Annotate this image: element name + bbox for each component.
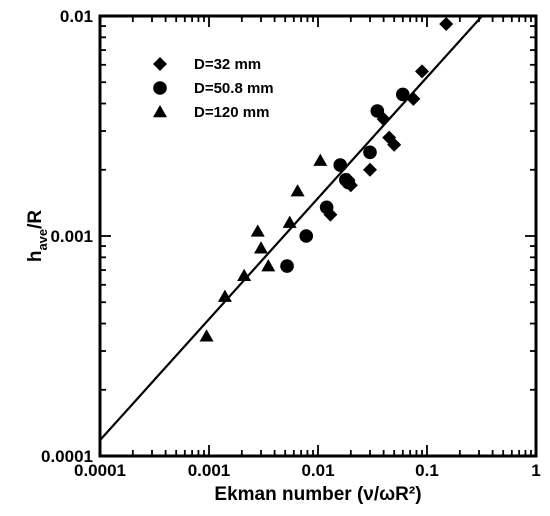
y-axis-title-sub: ave [35,229,50,251]
data-point-d120-6 [237,268,252,281]
data-point-d120-2 [282,215,297,228]
x-axis-title: Ekman number (ν/ωR²) [214,484,421,505]
data-point-d508-3 [333,158,348,172]
x-tick-label: 0.001 [188,461,231,480]
y-tick-label: 0.0001 [41,447,93,466]
legend: D=32 mm D=50.8 mm D=120 mm [153,56,274,121]
x-tick-label: 1 [531,461,540,480]
legend-marker [153,105,167,118]
legend-marker [153,57,167,71]
data-point-d120-8 [199,329,214,342]
legend-label: D=50.8 mm [194,80,274,97]
y-axis-title-main: h [25,251,46,263]
data-point-d508-2 [363,145,377,160]
legend-label: D=120 mm [194,104,269,121]
x-tick-label: 0.01 [301,461,334,480]
data-point-d32-2 [406,91,421,106]
legend-label: D=32 mm [194,56,261,73]
legend-marker [153,81,167,95]
fit-line [100,16,483,441]
data-point-d120-3 [250,224,265,237]
data-point-d120-0 [313,153,328,166]
y-tick-label: 0.001 [50,227,93,246]
y-tick-label: 0.01 [60,7,93,26]
data-point-d508-8 [280,259,294,273]
data-point-d32-4 [382,130,397,145]
data-point-d508-7 [299,229,314,243]
data-point-d120-4 [254,241,269,254]
data-point-d120-5 [261,259,276,272]
y-axis-title-tail: /R [25,210,46,229]
data-point-d32-1 [415,64,430,79]
data-point-d32-6 [363,162,378,177]
data-point-d508-1 [370,104,385,118]
data-point-d32-0 [439,16,454,31]
data-point-d508-6 [319,200,334,215]
data-point-d508-0 [396,87,410,102]
x-tick-label: 0.1 [415,461,439,480]
data-point-d120-7 [217,289,232,302]
data-point-d508-5 [341,175,356,190]
x-tick-label: 0.0001 [74,461,126,480]
y-axis-title: have/R [25,210,50,263]
data-point-d120-1 [290,184,305,197]
plot-frame [98,14,538,458]
